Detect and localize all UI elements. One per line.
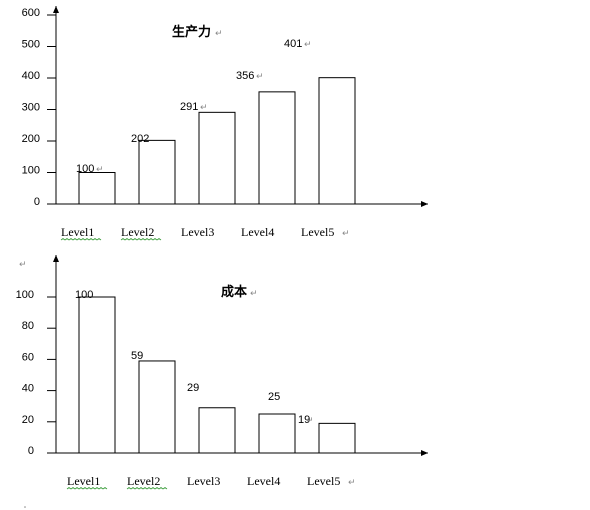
- bar: [198, 407, 236, 454]
- spellcheck-underline: [66, 487, 108, 490]
- bar: [318, 422, 356, 454]
- bar: [138, 360, 176, 454]
- y-tick-label: 40: [22, 383, 34, 395]
- paragraph-mark: ↵: [256, 72, 264, 82]
- data-label: 29: [187, 382, 199, 394]
- paragraph-mark: ↵: [19, 260, 27, 270]
- bar: [78, 296, 116, 454]
- y-tick-label: 80: [22, 320, 34, 332]
- y-axis-arrow: [53, 255, 59, 262]
- data-label: 100: [75, 289, 93, 301]
- x-tick-label: Level3: [187, 474, 220, 488]
- paragraph-mark: ↵: [215, 29, 223, 39]
- paragraph-mark: ↵: [306, 416, 314, 426]
- data-label: 291: [180, 101, 198, 113]
- paragraph-mark: ↵: [304, 40, 312, 50]
- y-tick-label: 0: [34, 196, 40, 208]
- spellcheck-underline: [120, 238, 162, 241]
- data-label: 59: [131, 350, 143, 362]
- x-tick-label: Level1: [67, 474, 100, 488]
- bar: [138, 139, 176, 205]
- data-label: 25: [268, 391, 280, 403]
- bar: [258, 91, 296, 205]
- chart-title: 生产力: [172, 24, 211, 40]
- stray-dot: [24, 506, 26, 508]
- data-label: 356: [236, 70, 254, 82]
- y-axis-arrow: [53, 6, 59, 13]
- x-tick-label: Level2: [127, 474, 160, 488]
- paragraph-mark: ↵: [200, 103, 208, 113]
- bar: [78, 172, 116, 205]
- data-label: 202: [131, 133, 149, 145]
- bar: [198, 111, 236, 205]
- x-axis-arrow: [421, 450, 428, 456]
- x-tick-label: Level4: [247, 474, 280, 488]
- bar: [318, 77, 356, 205]
- bar: [258, 413, 296, 454]
- x-tick-label: Level5: [301, 225, 334, 239]
- x-axis-arrow: [421, 201, 428, 207]
- x-tick-label: Level5: [307, 474, 340, 488]
- paragraph-mark: ↵: [348, 478, 356, 488]
- paragraph-mark: ↵: [96, 165, 104, 175]
- data-label: 19: [298, 414, 310, 426]
- y-tick-label: 20: [22, 414, 34, 426]
- x-tick-label: Level3: [181, 225, 214, 239]
- y-tick-label: 200: [22, 133, 40, 145]
- y-tick-label: 600: [22, 7, 40, 19]
- data-label: 401: [284, 38, 302, 50]
- document-marks: ↵: [19, 260, 27, 508]
- data-label: 100: [76, 163, 94, 175]
- x-tick-label: Level1: [61, 225, 94, 239]
- chart-title: 成本: [221, 284, 247, 300]
- x-tick-label: Level2: [121, 225, 154, 239]
- y-tick-label: 100: [16, 289, 34, 301]
- paragraph-mark: ↵: [342, 229, 350, 239]
- y-tick-label: 400: [22, 70, 40, 82]
- spellcheck-underline: [60, 238, 102, 241]
- y-tick-label: 60: [22, 351, 34, 363]
- paragraph-mark: ↵: [250, 289, 258, 299]
- y-tick-label: 0: [28, 445, 34, 457]
- spellcheck-underline: [126, 487, 168, 490]
- x-tick-label: Level4: [241, 225, 274, 239]
- y-tick-label: 500: [22, 39, 40, 51]
- y-tick-label: 300: [22, 102, 40, 114]
- y-tick-label: 100: [22, 165, 40, 177]
